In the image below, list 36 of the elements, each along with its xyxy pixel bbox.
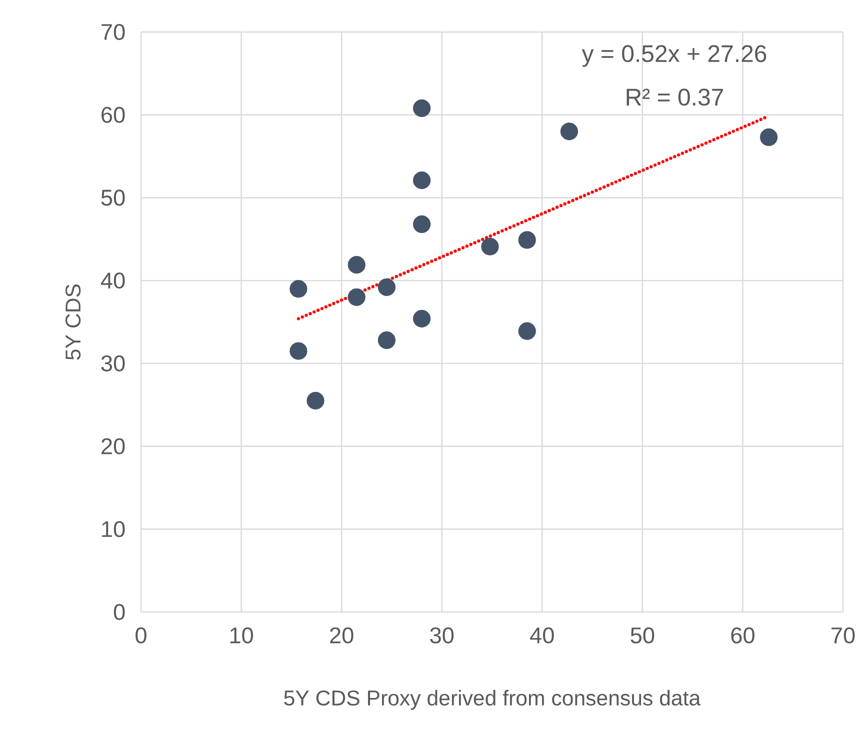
point [760,128,778,146]
y-tick-label: 70 [102,24,125,40]
point [413,99,431,118]
x-axis-title: 5Y CDS Proxy derived from consensus data [284,690,701,710]
point [518,322,536,340]
point [378,278,396,296]
y-tick-label: 30 [101,355,125,372]
point [560,122,578,140]
point [518,231,536,249]
y-tick-label: 10 [102,521,125,538]
x-tick-label: 40 [530,627,554,644]
point [290,280,308,298]
x-tick-label: 70 [832,627,855,644]
y-tick-label: 20 [102,438,125,454]
annotation: y = 0.52x + 27.26 [582,45,766,67]
y-tick-label: 60 [102,106,125,123]
y-tick-label: 40 [100,272,125,289]
point [413,215,431,234]
annotation: R² = 0.37 [626,88,723,106]
point [481,238,499,256]
x-tick-label: 0 [136,627,146,644]
x-tick-label: 50 [630,627,654,644]
x-tick-label: 30 [430,627,454,644]
point [290,342,308,360]
y-tick-label: 0 [114,604,125,620]
y-tick-label: 50 [101,190,125,206]
point [306,392,324,410]
point [413,310,431,328]
point [348,288,366,306]
x-tick-label: 10 [230,627,254,644]
point [348,256,366,274]
point [378,331,396,350]
x-tick-label: 20 [330,627,354,644]
y-axis-title: 5Y CDS [66,284,81,360]
point [413,172,431,190]
x-tick-label: 60 [731,627,754,644]
